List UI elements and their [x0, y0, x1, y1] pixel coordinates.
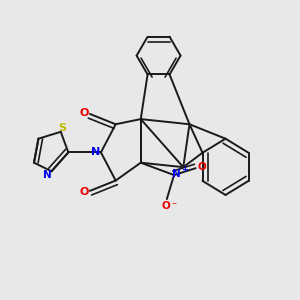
- Text: +: +: [181, 165, 188, 174]
- Text: O: O: [161, 201, 170, 211]
- Text: S: S: [58, 123, 67, 133]
- Text: N: N: [43, 170, 52, 180]
- Text: ⁻: ⁻: [172, 201, 177, 211]
- Text: N: N: [172, 169, 181, 179]
- Text: O: O: [79, 187, 88, 197]
- Text: O: O: [79, 108, 88, 118]
- Text: N: N: [92, 147, 101, 158]
- Text: O: O: [197, 162, 206, 172]
